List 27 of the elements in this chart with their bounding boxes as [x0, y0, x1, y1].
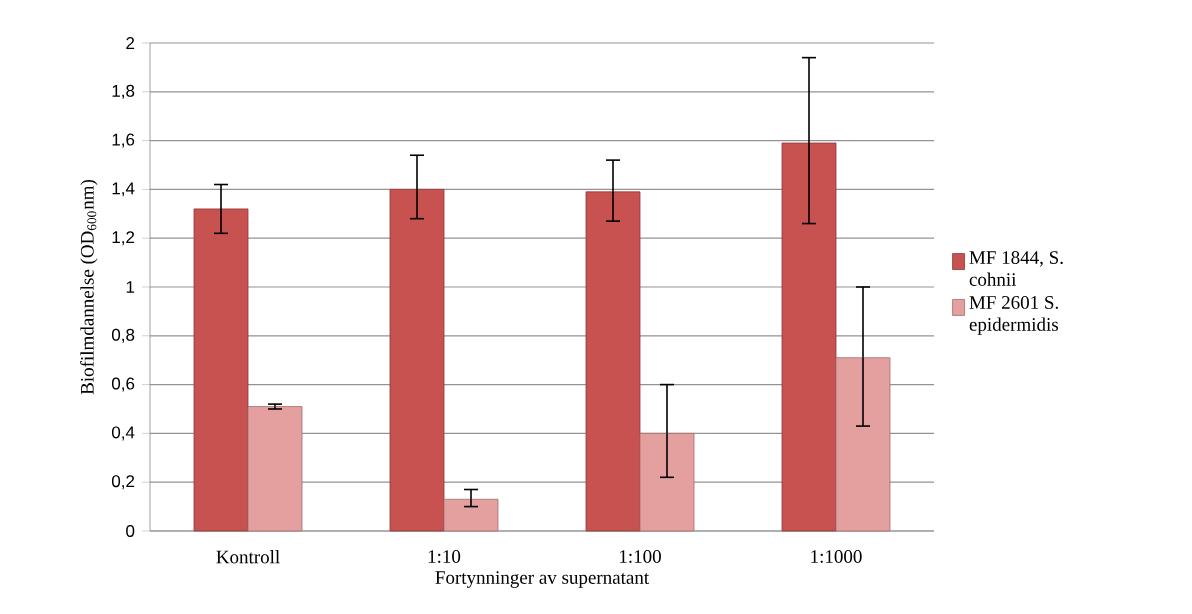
y-tick-label: 1,8 — [112, 84, 135, 99]
y-tick-label: 0,4 — [111, 426, 135, 441]
bar — [781, 142, 837, 532]
y-axis-title: Biofilmdannelse (OD$_{600}$nm) — [80, 180, 98, 395]
y-tick-label: 0,2 — [111, 475, 135, 490]
x-tick-label: 1:1000 — [811, 550, 862, 563]
y-tick-label: 1 — [126, 281, 135, 293]
bar — [389, 188, 445, 532]
bar — [193, 208, 249, 532]
y-tick-label: 2 — [126, 37, 135, 49]
legend-label: MF 1844, S. cohnii — [969, 251, 1063, 286]
y-tick-label: 1,2 — [112, 231, 135, 246]
y-tick-label: 0,8 — [111, 328, 135, 343]
bar — [443, 498, 499, 532]
legend-label: MF 2601 S. epidermidis — [969, 296, 1058, 335]
y-tick-label: 1,6 — [112, 133, 135, 148]
x-axis-title: Fortynninger av supernatant — [435, 571, 650, 588]
y-tick-label: 0 — [126, 524, 135, 537]
x-tick-label: 1:100 — [620, 550, 661, 563]
x-tick-label: 1:10 — [428, 550, 461, 563]
bar — [835, 357, 891, 532]
bar — [639, 432, 695, 532]
y-tick-label: 1,4 — [112, 182, 135, 197]
bar — [247, 406, 303, 532]
x-tick-label: Kontroll — [216, 550, 280, 564]
y-tick-label: 0,6 — [111, 377, 135, 392]
bar — [585, 191, 641, 532]
